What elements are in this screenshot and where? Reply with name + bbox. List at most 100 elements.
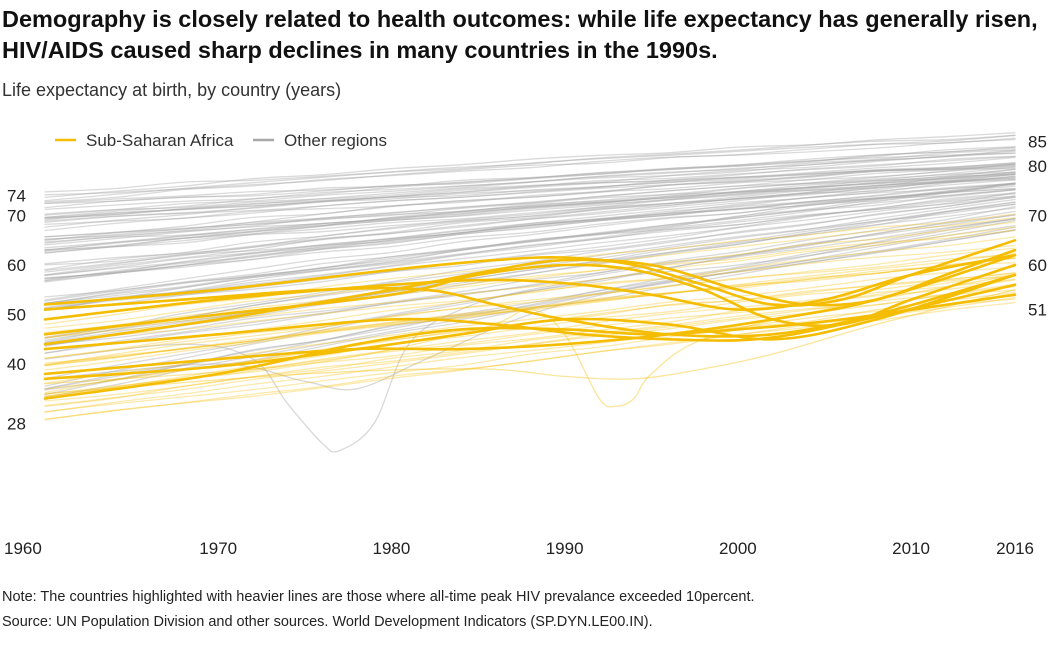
life-expectancy-chart: Sub-Saharan Africa Other regions 7470605… [4, 131, 1047, 558]
x-tick-label: 1990 [546, 539, 584, 558]
series-line-other [44, 156, 1016, 220]
series-line-other [44, 201, 1016, 344]
series-line-ssa-light [44, 221, 1016, 334]
series-line-other [44, 166, 1016, 241]
y-tick-label-right: 60 [1028, 256, 1047, 275]
chart-source: Source: UN Population Division and other… [2, 614, 653, 630]
series-line-other [44, 182, 1016, 279]
series-line-other [44, 182, 1016, 298]
series-line-other [44, 152, 1016, 219]
y-tick-label-left: 50 [7, 306, 26, 325]
chart-subtitle: Life expectancy at birth, by country (ye… [2, 80, 342, 100]
series-line-other [44, 191, 1016, 311]
series-line-other [44, 132, 1016, 193]
series-line-other [44, 163, 1016, 238]
series-line-other [44, 155, 1016, 219]
x-tick-label: 1960 [4, 539, 42, 558]
y-axis-right: 85 80 70 60 51 [1028, 132, 1047, 319]
series-line-other [44, 149, 1016, 211]
series-line-other [44, 182, 1016, 276]
series-line-other [44, 134, 1016, 196]
series-line-other [44, 173, 1016, 251]
series-line-other [44, 218, 1016, 387]
series-line-other [44, 185, 1016, 301]
series-line-other [44, 173, 1016, 252]
series-line-other [44, 137, 1016, 202]
series-line-other [44, 171, 1016, 246]
series-line-other [44, 162, 1016, 222]
series-line-other [44, 188, 1016, 282]
legend: Sub-Saharan Africa Other regions [55, 131, 387, 150]
series-line-other [44, 146, 1016, 204]
series-line-other [44, 214, 1016, 354]
series-line-other [44, 195, 1016, 311]
series-line-other [44, 189, 1016, 305]
series-line-other [44, 187, 1016, 282]
series-line-other [44, 162, 1016, 232]
series-line-ssa-light [44, 291, 1016, 413]
series-line-other [44, 195, 1016, 312]
series-line-other [44, 152, 1016, 221]
series-line-ssa-light [44, 274, 1016, 408]
series-line-other [44, 177, 1016, 277]
series-line-ssa-light [44, 257, 1016, 366]
series-line-other [44, 183, 1016, 302]
series-line-other [44, 167, 1016, 228]
series-line-other [44, 182, 1016, 304]
series-line-other [44, 193, 1016, 309]
series-line-other [44, 214, 1016, 354]
series-line-ssa-light [44, 289, 1016, 407]
series-line-ssa-heavy [43, 253, 1017, 376]
y-tick-label-left: 28 [7, 414, 26, 433]
series-line-other [44, 226, 1016, 396]
series-line-other [44, 173, 1016, 273]
series-line-other [44, 150, 1016, 216]
legend-label-other: Other regions [284, 131, 387, 150]
series-line-other [44, 188, 1016, 305]
x-tick-label: 2010 [892, 539, 930, 558]
series-line-ssa-light [44, 247, 1016, 359]
series-line-ssa-heavy [43, 253, 1017, 321]
series-line-other [44, 173, 1016, 254]
y-tick-label-left: 60 [7, 256, 26, 275]
y-tick-label-right: 51 [1028, 301, 1047, 320]
series-line-other [44, 147, 1016, 209]
series-line-ssa-light [44, 289, 1016, 395]
ssa-heavy-lines [43, 239, 1017, 400]
series-line-ssa-light [44, 252, 1016, 364]
series-line-other [44, 178, 1016, 272]
other-regions-lines [44, 132, 1016, 453]
series-line-ssa-light [44, 262, 1016, 371]
y-tick-label-right: 80 [1028, 157, 1047, 176]
series-line-other [44, 146, 1016, 205]
series-line-other [44, 138, 1016, 203]
series-line-other [44, 166, 1016, 238]
x-tick-label: 2016 [996, 539, 1034, 558]
series-line-ssa-light [44, 302, 1016, 420]
series-line-other [44, 182, 1016, 279]
series-line-other [44, 168, 1016, 243]
series-line-other [44, 179, 1016, 276]
series-line-ssa-heavy [43, 273, 1017, 338]
x-tick-label: 1980 [373, 539, 411, 558]
series-line-other [44, 149, 1016, 215]
series-line-other [44, 201, 1016, 342]
series-line-other [44, 224, 1016, 391]
series-line-other [44, 189, 1016, 283]
series-line-other [44, 172, 1016, 244]
series-line-other [44, 196, 1016, 310]
x-axis: 1960 1970 1980 1990 2000 2010 2016 [4, 539, 1034, 558]
series-line-other [44, 165, 1016, 226]
series-line-ssa-light [44, 257, 1016, 367]
chart-note: Note: The countries highlighted with hea… [2, 589, 755, 605]
y-tick-label-right: 70 [1028, 207, 1047, 226]
legend-label-ssa: Sub-Saharan Africa [86, 131, 234, 150]
series-line-other [44, 168, 1016, 265]
y-tick-label-left: 70 [7, 207, 26, 226]
series-line-other [44, 163, 1016, 223]
series-line-other [44, 175, 1016, 266]
series-line-ssa-heavy [43, 273, 1017, 381]
series-line-ssa-light [44, 285, 1016, 407]
series-line-ssa-heavy [43, 293, 1017, 400]
